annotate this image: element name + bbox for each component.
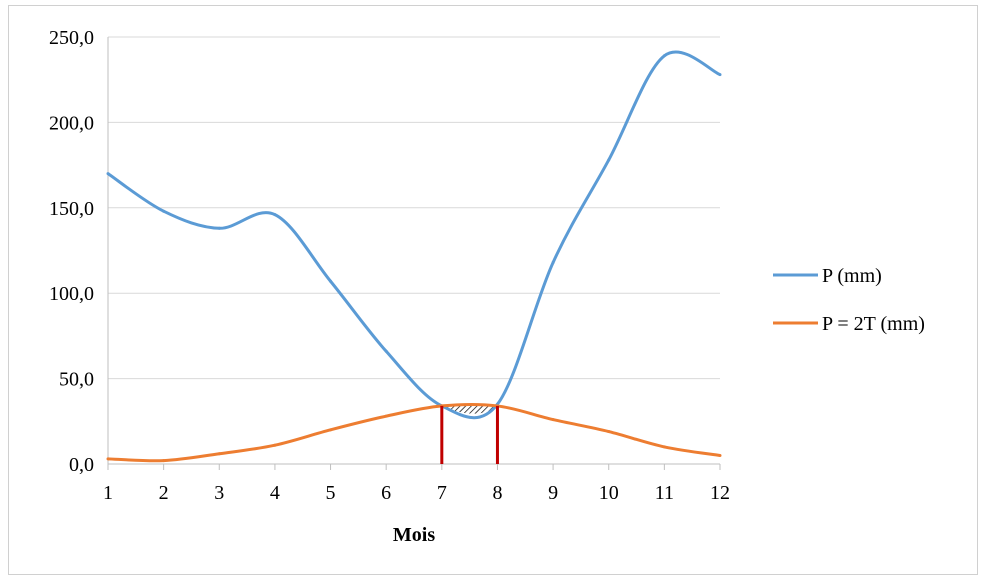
y-tick-label: 100,0 [49,283,94,305]
y-tick-label: 0,0 [69,454,94,476]
data-point [162,209,166,213]
data-point [162,459,166,463]
data-point [384,414,388,418]
x-tick-label: 4 [270,482,280,504]
x-tick-label: 10 [599,482,619,504]
data-point [607,158,611,162]
data-point [106,172,110,176]
x-tick-label: 1 [103,482,113,504]
legend-label: P (mm) [822,265,882,287]
chart-frame [8,5,978,575]
x-tick-label: 7 [437,482,447,504]
hatched-region [441,404,498,414]
series-line-1 [107,50,721,420]
x-tick-label: 9 [548,482,558,504]
x-tick-label: 6 [381,482,391,504]
x-tick-label: 8 [492,482,502,504]
data-point [551,260,555,264]
x-tick-label: 3 [214,482,224,504]
data-point [384,349,388,353]
data-point [217,452,221,456]
data-point [329,428,333,432]
data-point [217,226,221,230]
data-point [329,279,333,283]
data-point [273,443,277,447]
data-point [662,54,666,58]
x-tick-label: 2 [159,482,169,504]
marker-layer [440,405,499,464]
data-point [607,430,611,434]
data-point [106,457,110,461]
data-point [551,418,555,422]
x-axis-title: Mois [393,524,435,546]
series-layer [106,50,722,463]
data-point [718,453,722,457]
y-tick-label: 150,0 [49,198,94,220]
y-tick-label: 250,0 [49,27,94,49]
grid-layer [108,36,720,380]
legend-label: P = 2T (mm) [822,313,925,335]
x-tick-label: 5 [326,482,336,504]
data-point [662,445,666,449]
data-point [273,213,277,217]
legend: P (mm) P = 2T (mm) [773,265,925,335]
y-tick-label: 200,0 [49,112,94,134]
x-tick-label: 11 [655,482,674,504]
data-point [718,73,722,77]
y-tick-label: 50,0 [59,369,94,391]
area-layer [441,404,498,414]
series-line-2 [107,402,721,463]
x-tick-label: 12 [710,482,730,504]
